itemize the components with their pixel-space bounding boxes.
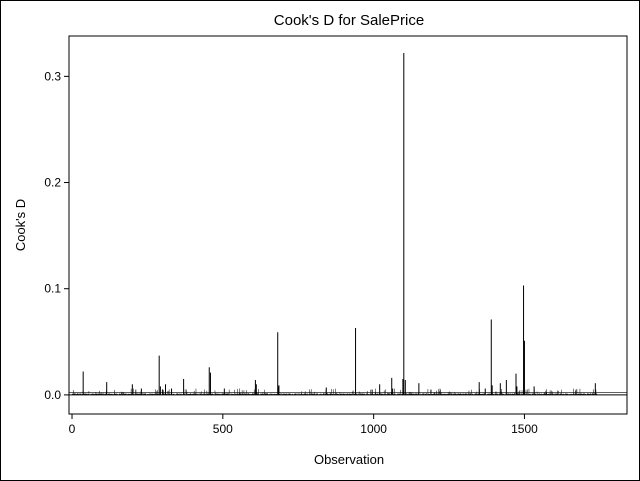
plot-area: [68, 35, 628, 415]
y-tick-label: 0.1: [44, 282, 61, 296]
x-tick-label: 1500: [511, 422, 538, 436]
y-axis-ticks: 0.0 0.1 0.2 0.3: [44, 69, 69, 402]
x-tick-label: 0: [69, 422, 76, 436]
x-tick-label: 1000: [360, 422, 387, 436]
x-tick-label: 500: [213, 422, 233, 436]
minor-spikes: [72, 388, 598, 395]
minor-spike-path: [72, 388, 598, 395]
y-axis-label: Cook's D: [13, 199, 28, 251]
y-tick-label: 0.2: [44, 176, 61, 190]
x-axis-ticks: 0 500 1000 1500: [69, 414, 538, 436]
chart-title: Cook's D for SalePrice: [274, 12, 424, 29]
y-tick-label: 0.3: [44, 69, 61, 83]
x-axis-label: Observation: [314, 452, 384, 467]
y-tick-label: 0.0: [44, 388, 61, 402]
cooks-d-spikes: [82, 52, 596, 395]
